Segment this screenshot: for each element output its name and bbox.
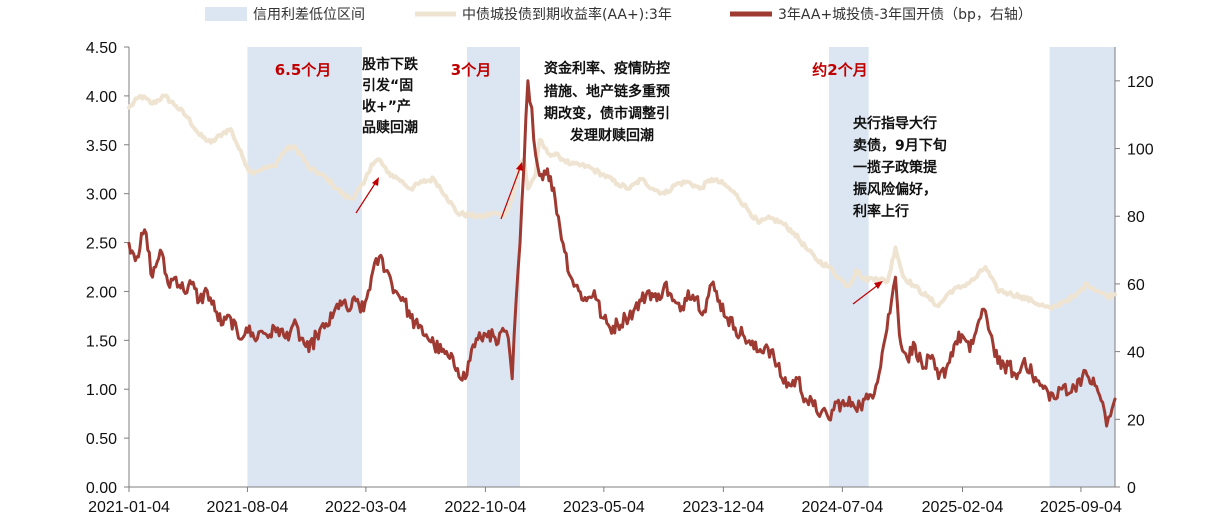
annotation-pboc-line-5: 利率上行 [853, 203, 909, 220]
x-tick-label-5: 2023-12-04 [682, 499, 764, 516]
axes [128, 47, 1116, 488]
left-tick-label-3: 1.50 [86, 333, 117, 350]
annotation-pboc-line-1: 央行指导大行 [853, 115, 937, 132]
annotation-wmp-line-1: 资金利率、疫情防控 [544, 60, 670, 77]
right-axis-ticks: 0 20 40 60 80 100 120 [1115, 74, 1154, 497]
annotation-6-5-months: 6.5个月 [275, 61, 332, 79]
legend-band-label: 信用利差低位区间 [253, 7, 365, 23]
left-tick-label-9: 4.50 [86, 40, 117, 57]
left-tick-label-1: 0.50 [86, 431, 117, 448]
annotation-pboc-line-4: 振风险偏好， [853, 181, 937, 198]
annotation-3-months: 3个月 [451, 61, 491, 79]
x-tick-label-0: 2021-01-04 [88, 499, 170, 516]
annotation-pboc-line-3: 一揽子政策提 [853, 159, 938, 176]
annotation-arrows [355, 162, 883, 305]
annotation-stock-line-3: 收+”产 [362, 98, 411, 115]
x-tick-label-2: 2022-03-04 [325, 499, 407, 516]
arrow-pboc-head [874, 281, 883, 289]
series-lines [127, 79, 1117, 428]
band-0 [247, 47, 362, 487]
right-tick-label-2: 40 [1127, 345, 1145, 362]
left-axis-ticks: 0.00 0.50 1.00 1.50 2.00 2.50 3.00 3.50 4.00 4.50 [86, 40, 129, 497]
x-tick-label-7: 2025-02-04 [922, 499, 1004, 516]
series-spread-line [127, 79, 1117, 428]
left-tick-label-6: 3.00 [86, 187, 117, 204]
annotation-wmp-line-4: 发理财赎回潮 [569, 127, 654, 144]
annotation-pboc-line-2: 卖债，9月下旬 [853, 137, 947, 154]
annotation-stock-line-4: 品赎回潮 [362, 119, 418, 136]
arrow-wmp-redemption-head [516, 162, 523, 171]
legend-spread-label: 3年AA+城投债-3年国开债（bp，右轴） [778, 7, 1032, 23]
annotation-stock-line-1: 股市下跌 [362, 56, 419, 73]
x-tick-label-4: 2023-05-04 [563, 499, 645, 516]
left-tick-label-8: 4.00 [86, 89, 117, 106]
right-tick-label-5: 100 [1127, 142, 1154, 159]
legend-swatch-band [205, 7, 247, 21]
annotation-about-2-months: 约2个月 [812, 61, 867, 79]
x-tick-label-8: 2025-09-04 [1040, 499, 1122, 516]
right-tick-label-0: 0 [1127, 480, 1136, 497]
right-tick-label-4: 80 [1127, 209, 1145, 226]
x-tick-label-3: 2022-10-04 [444, 499, 526, 516]
legend: 信用利差低位区间 中债城投债到期收益率(AA+):3年 3年AA+城投债-3年国… [205, 6, 1032, 23]
series-yield-line [127, 93, 1117, 311]
annotation-stock-line-2: 引发“固 [362, 77, 413, 94]
left-tick-label-0: 0.00 [86, 480, 117, 497]
left-tick-label-7: 3.50 [86, 138, 117, 155]
x-tick-label-6: 2024-07-04 [801, 499, 883, 516]
arrow-pboc [852, 284, 879, 305]
low-spread-bands [247, 47, 1115, 487]
arrow-stock-selloff [355, 181, 377, 214]
left-tick-label-4: 2.00 [86, 284, 117, 301]
arrow-wmp-redemption [500, 167, 521, 220]
x-tick-label-1: 2021-08-04 [207, 499, 289, 516]
band-2 [828, 47, 869, 487]
left-tick-label-2: 1.00 [86, 382, 117, 399]
arrow-stock-selloff-head [372, 177, 379, 186]
x-axis-ticks: 2021-01-04 2021-08-04 2022-03-04 2022-10-04… [88, 487, 1122, 516]
legend-yield-label: 中债城投债到期收益率(AA+):3年 [462, 6, 672, 23]
left-tick-label-5: 2.50 [86, 236, 117, 253]
annotations: 6.5个月 3个月 约2个月 股市下跌 引发“固 收+”产 品赎回潮 资金利率、… [275, 56, 947, 220]
right-tick-label-3: 60 [1127, 277, 1145, 294]
annotation-wmp-line-3: 期改变，债市调整引 [544, 105, 670, 122]
right-tick-label-6: 120 [1127, 74, 1154, 91]
annotation-wmp-line-2: 措施、地产链多重预 [544, 83, 670, 100]
right-tick-label-1: 20 [1127, 412, 1145, 429]
band-1 [466, 47, 521, 487]
